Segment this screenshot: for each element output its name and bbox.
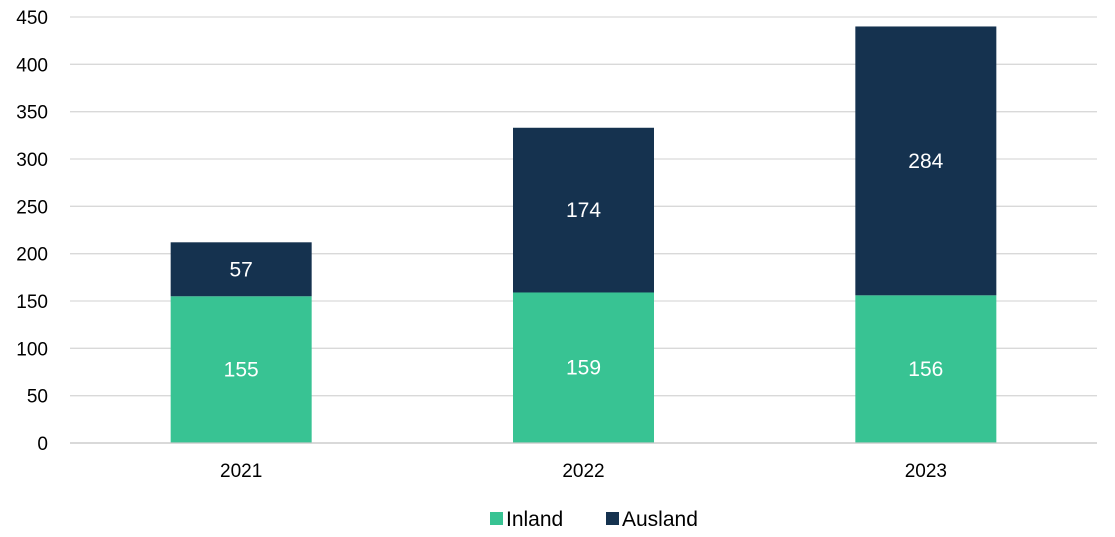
legend-label-inland: Inland [506, 508, 563, 531]
bar-ausland-2023 [855, 26, 997, 296]
y-tick-label: 50 [27, 387, 48, 408]
bar-ausland-2021 [170, 242, 312, 297]
y-tick-label: 200 [16, 245, 48, 266]
x-tick-label: 2021 [220, 461, 262, 482]
data-label-ausland-2022: 174 [566, 199, 601, 222]
data-label-inland-2023: 156 [908, 358, 943, 381]
bar-inland-2022 [513, 292, 654, 443]
y-tick-label: 450 [16, 8, 48, 29]
y-tick-label: 100 [16, 339, 48, 360]
y-tick-label: 400 [16, 55, 48, 76]
x-axis: 2021 2022 2023 [70, 442, 1097, 482]
bar-ausland-2022 [513, 127, 654, 293]
bars [170, 26, 997, 443]
bar-inland-2021 [170, 296, 312, 443]
data-labels: 155 57 159 174 156 284 [224, 150, 944, 382]
legend-swatch-ausland [606, 512, 619, 525]
x-tick-label: 2022 [562, 461, 604, 482]
legend-swatch-inland [490, 512, 503, 525]
y-tick-label: 150 [16, 292, 48, 313]
data-label-inland-2022: 159 [566, 357, 601, 380]
legend: Inland Ausland [490, 508, 698, 531]
x-tick-label: 2023 [905, 461, 947, 482]
bar-inland-2023 [855, 295, 997, 443]
y-axis: 0 50 100 150 200 250 300 350 400 450 [16, 8, 48, 455]
data-label-ausland-2023: 284 [908, 150, 943, 173]
y-tick-label: 350 [16, 103, 48, 124]
y-tick-label: 250 [16, 197, 48, 218]
legend-label-ausland: Ausland [622, 508, 698, 531]
y-tick-label: 0 [37, 434, 48, 455]
data-label-inland-2021: 155 [224, 359, 259, 382]
y-tick-label: 300 [16, 150, 48, 171]
data-label-ausland-2021: 57 [229, 258, 252, 281]
